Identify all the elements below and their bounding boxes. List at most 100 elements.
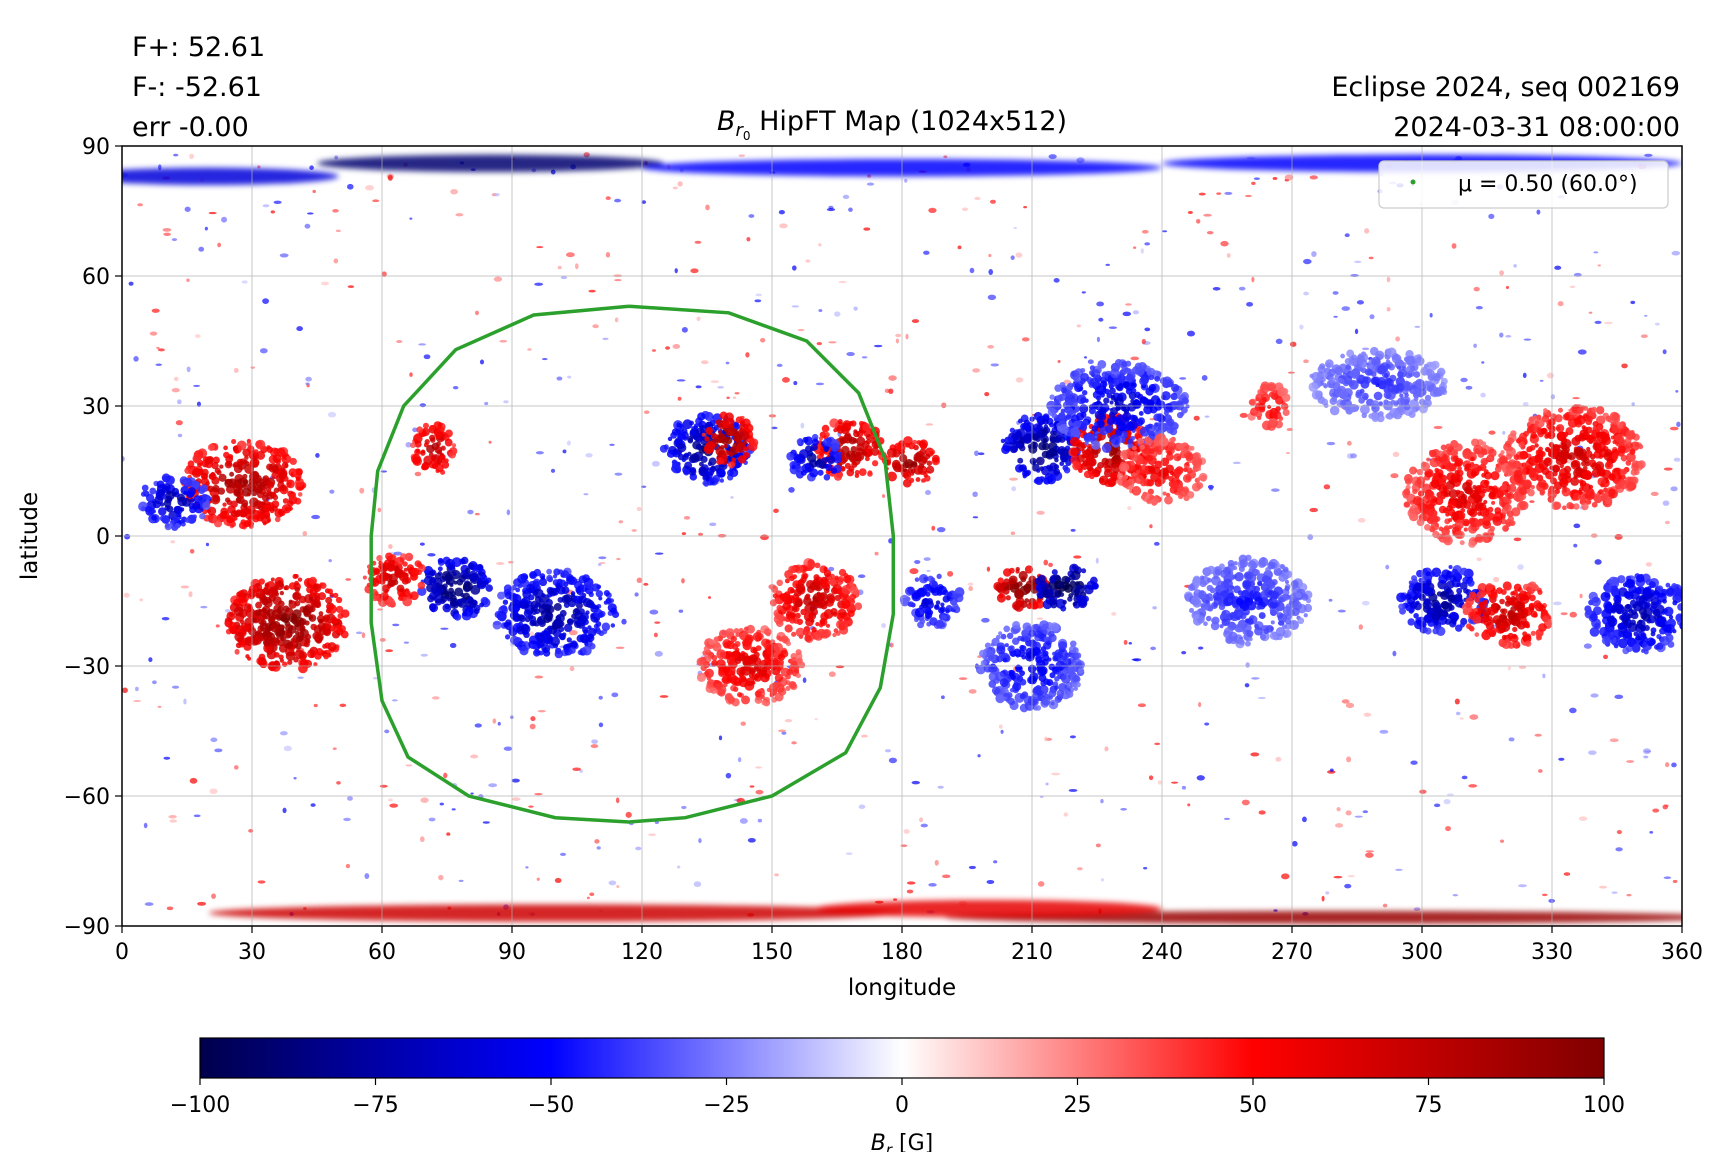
heatmap-cell bbox=[819, 623, 824, 628]
heatmap-cell bbox=[304, 620, 310, 626]
heatmap-cell bbox=[441, 461, 450, 469]
heatmap-cell bbox=[892, 449, 901, 458]
heatmap-noise-cell bbox=[1181, 785, 1187, 790]
heatmap-cell bbox=[583, 629, 589, 635]
heatmap-noise-cell bbox=[665, 346, 670, 350]
heatmap-cell bbox=[290, 637, 296, 643]
heatmap-noise-cell bbox=[986, 879, 995, 884]
heatmap-cell bbox=[238, 509, 247, 518]
heatmap-noise-cell bbox=[925, 423, 934, 426]
heatmap-noise-cell bbox=[506, 509, 511, 516]
heatmap-cell bbox=[1114, 397, 1124, 407]
heatmap-cell bbox=[259, 613, 267, 621]
heatmap-noise-cell bbox=[169, 819, 178, 823]
heatmap-cell bbox=[1083, 470, 1092, 479]
heatmap-noise-cell bbox=[1642, 748, 1651, 755]
heatmap-cell bbox=[504, 634, 511, 640]
heatmap-cell bbox=[1519, 500, 1529, 511]
heatmap-cell bbox=[919, 439, 929, 449]
heatmap-cell bbox=[763, 628, 772, 636]
heatmap-noise-cell bbox=[1392, 451, 1400, 458]
heatmap-cell bbox=[448, 587, 455, 594]
heatmap-noise-cell bbox=[1141, 338, 1146, 345]
heatmap-noise-cell bbox=[396, 340, 403, 344]
heatmap-noise-cell bbox=[1354, 328, 1359, 335]
heatmap-cell bbox=[1069, 573, 1076, 581]
heatmap-noise-cell bbox=[1203, 213, 1212, 217]
heatmap-cell bbox=[577, 618, 586, 627]
heatmap-cell bbox=[1101, 371, 1108, 378]
heatmap-cell bbox=[573, 595, 582, 604]
heatmap-cell bbox=[557, 596, 564, 603]
heatmap-cell bbox=[1197, 476, 1202, 481]
heatmap-cell bbox=[765, 639, 771, 645]
heatmap-noise-cell bbox=[365, 184, 374, 191]
heatmap-noise-cell bbox=[848, 207, 853, 212]
heatmap-noise-cell bbox=[818, 309, 823, 312]
heatmap-noise-cell bbox=[1137, 703, 1147, 708]
heatmap-noise-cell bbox=[536, 877, 540, 881]
heatmap-noise-cell bbox=[418, 343, 427, 346]
heatmap-cell bbox=[1489, 490, 1496, 498]
heatmap-cell bbox=[888, 471, 893, 476]
heatmap-noise-cell bbox=[709, 522, 717, 527]
heatmap-cell bbox=[703, 474, 710, 481]
heatmap-noise-cell bbox=[205, 542, 210, 547]
heatmap-cell bbox=[256, 450, 266, 460]
heatmap-cell bbox=[476, 579, 487, 590]
heatmap-noise-cell bbox=[900, 844, 908, 848]
heatmap-cell bbox=[1561, 437, 1568, 444]
heatmap-cell bbox=[1036, 423, 1043, 431]
heatmap-noise-cell bbox=[1100, 798, 1104, 804]
heatmap-cell bbox=[1540, 427, 1548, 435]
heatmap-noise-cell bbox=[1593, 251, 1599, 254]
heatmap-noise-cell bbox=[1675, 390, 1679, 393]
heatmap-noise-cell bbox=[1036, 617, 1044, 620]
heatmap-cell bbox=[1579, 429, 1589, 439]
heatmap-cell bbox=[427, 594, 435, 603]
heatmap-noise-cell bbox=[1010, 531, 1016, 536]
heatmap-cell bbox=[333, 592, 339, 599]
heatmap-noise-cell bbox=[967, 582, 974, 586]
heatmap-noise-cell bbox=[279, 731, 288, 736]
heatmap-noise-cell bbox=[696, 316, 701, 321]
heatmap-cell bbox=[436, 441, 441, 447]
heatmap-noise-cell bbox=[1569, 707, 1577, 714]
heatmap-cell bbox=[1550, 477, 1558, 485]
heatmap-noise-cell bbox=[1572, 397, 1580, 400]
heatmap-cell bbox=[1161, 391, 1171, 401]
heatmap-cell bbox=[809, 581, 819, 591]
heatmap-cell bbox=[1434, 455, 1441, 462]
heatmap-noise-cell bbox=[1665, 762, 1670, 768]
heatmap-cell bbox=[1086, 580, 1097, 590]
heatmap-cell bbox=[1169, 470, 1175, 476]
heatmap-cell bbox=[1063, 466, 1071, 474]
heatmap-noise-cell bbox=[482, 821, 490, 824]
heatmap-noise-cell bbox=[1604, 321, 1613, 325]
heatmap-noise-cell bbox=[197, 901, 207, 906]
heatmap-cell bbox=[774, 692, 784, 702]
heatmap-cell bbox=[422, 422, 429, 429]
heatmap-cell bbox=[1056, 589, 1062, 595]
heatmap-cell bbox=[833, 472, 843, 481]
heatmap-cell bbox=[677, 453, 685, 461]
heatmap-cell bbox=[1403, 488, 1411, 496]
heatmap-cell bbox=[258, 653, 266, 661]
heatmap-cell bbox=[820, 612, 829, 621]
heatmap-cell bbox=[380, 591, 389, 601]
heatmap-noise-cell bbox=[1534, 733, 1542, 737]
heatmap-noise-cell bbox=[1461, 775, 1468, 780]
heatmap-noise-cell bbox=[214, 748, 223, 753]
heatmap-cell bbox=[294, 586, 301, 593]
heatmap-cell bbox=[313, 662, 318, 667]
heatmap-noise-cell bbox=[677, 396, 682, 401]
heatmap-noise-cell bbox=[1644, 153, 1653, 157]
heatmap-cell bbox=[1598, 454, 1604, 459]
heatmap-noise-cell bbox=[749, 785, 755, 788]
heatmap-cell bbox=[330, 616, 338, 625]
heatmap-cell bbox=[433, 421, 442, 430]
heatmap-noise-cell bbox=[170, 540, 176, 544]
heatmap-cell bbox=[420, 450, 426, 456]
heatmap-noise-cell bbox=[332, 209, 339, 213]
